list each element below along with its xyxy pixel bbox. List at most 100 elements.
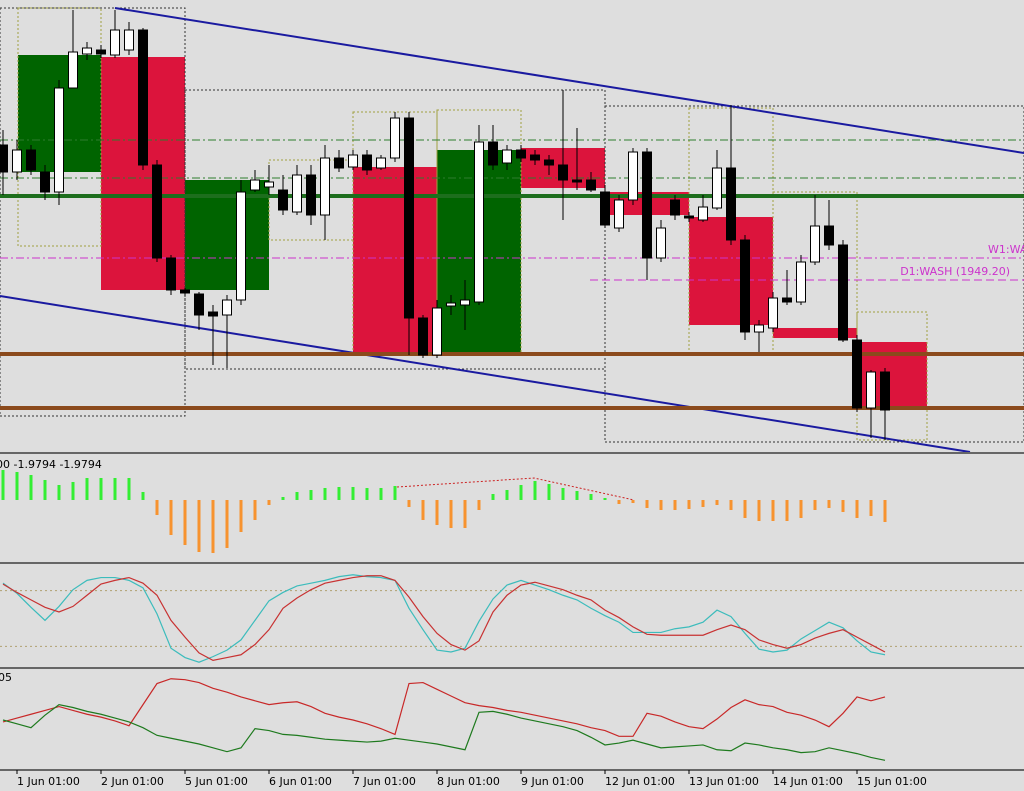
candle-body [334, 157, 344, 169]
histogram-bar [1, 470, 5, 500]
candle-body [838, 244, 848, 341]
histogram-bar [813, 500, 817, 510]
histogram-bar [449, 500, 453, 528]
histogram-bar [29, 475, 33, 500]
candle-body [544, 159, 554, 166]
indicator-line [2, 575, 886, 661]
histogram-bar [617, 500, 621, 504]
candle-body [264, 181, 274, 188]
candle-body [390, 117, 400, 159]
candle-body [642, 151, 652, 259]
candle-body [82, 47, 92, 55]
candle-body [446, 302, 456, 307]
candle-body [306, 174, 316, 216]
histogram-bar [673, 500, 677, 510]
histogram-bar [575, 491, 579, 500]
candle-body [26, 149, 36, 171]
candle-body [208, 311, 218, 317]
trend-line [0, 295, 971, 453]
histogram-bar [519, 485, 523, 500]
x-tick-label: 9 Jun 01:00 [521, 775, 584, 788]
candle-body [418, 317, 428, 356]
histogram-bar [155, 500, 159, 515]
level-label: D1:WASH (1949.20) [900, 265, 1010, 278]
histogram-bar [435, 500, 439, 525]
histogram-bar [169, 500, 173, 535]
candle-body [768, 297, 778, 329]
histogram-bar [421, 500, 425, 520]
candle-body [852, 339, 862, 409]
histogram-bar [225, 500, 229, 548]
x-tick-label: 14 Jun 01:00 [773, 775, 843, 788]
divergence [396, 477, 635, 501]
histogram-bar [127, 478, 131, 500]
candle-body [68, 51, 78, 89]
candle-body [278, 189, 288, 211]
candle-body [474, 141, 484, 303]
histogram-bar [687, 500, 691, 509]
histogram-bar [267, 500, 271, 505]
candle-body [740, 239, 750, 333]
histogram-bar [99, 478, 103, 500]
histogram-bar [393, 486, 397, 500]
histogram-bar [603, 498, 607, 500]
histogram-bar [15, 472, 19, 500]
indicator-label: 05 [0, 671, 12, 684]
candle-body [614, 199, 624, 229]
candle-body [824, 225, 834, 246]
histogram-bar [407, 500, 411, 507]
trend-line [114, 7, 1024, 154]
histogram-bar [85, 478, 89, 500]
x-tick-label: 7 Jun 01:00 [353, 775, 416, 788]
candle-body [558, 164, 568, 181]
candle-body [754, 324, 764, 333]
histogram-bar [841, 500, 845, 512]
level-label: W1:WA [988, 243, 1024, 256]
histogram-bar [729, 500, 733, 510]
x-tick-label: 6 Jun 01:00 [269, 775, 332, 788]
histogram-bar [505, 490, 509, 500]
candle-body [166, 257, 176, 291]
histogram-bar [141, 492, 145, 500]
histogram-bar [295, 492, 299, 500]
candle-body [656, 227, 666, 259]
candle-body [376, 157, 386, 169]
x-tick-label: 13 Jun 01:00 [689, 775, 759, 788]
histogram-bar [253, 500, 257, 520]
histogram-bar [197, 500, 201, 552]
histogram-bar [771, 500, 775, 521]
histogram-bar [43, 480, 47, 500]
histogram-bar [337, 487, 341, 500]
candle-body [628, 151, 638, 201]
candle-body [866, 371, 876, 409]
zone [773, 328, 857, 338]
histogram-bar [477, 500, 481, 510]
histogram-bar [491, 494, 495, 500]
candle-body [404, 117, 414, 319]
candle-body [0, 144, 8, 173]
histogram-bar [715, 500, 719, 505]
candle-body [292, 174, 302, 213]
candle-body [124, 29, 134, 51]
histogram-bar [463, 500, 467, 528]
candle-body [516, 149, 526, 159]
candle-body [684, 215, 694, 219]
candle-body [362, 154, 372, 171]
histogram-bar [323, 488, 327, 500]
candle-body [782, 297, 792, 303]
indicator-line [2, 678, 886, 737]
histogram-bar [281, 497, 285, 500]
candle-body [488, 141, 498, 166]
candle-body [810, 225, 820, 263]
indicator-line [2, 703, 886, 761]
x-tick-label: 2 Jun 01:00 [101, 775, 164, 788]
candle-body [180, 289, 190, 294]
candle-body [96, 49, 106, 55]
panel-borders [0, 452, 1024, 771]
histogram-bar [589, 494, 593, 500]
x-tick-label: 12 Jun 01:00 [605, 775, 675, 788]
histogram-bar [365, 488, 369, 500]
histogram-bar [379, 488, 383, 500]
candle-body [670, 199, 680, 216]
